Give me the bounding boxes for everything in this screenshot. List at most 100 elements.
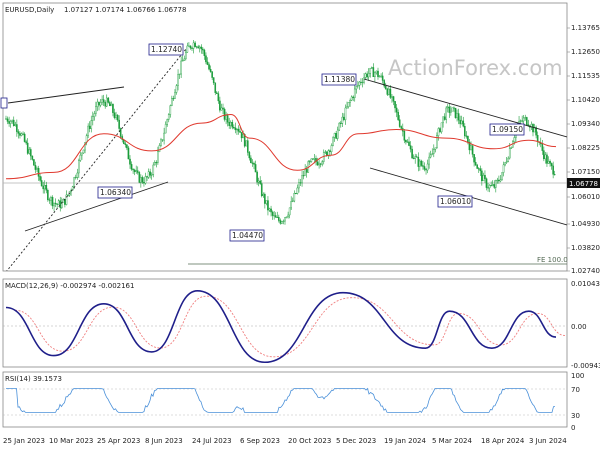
date-tick: 25 Apr 2023 — [97, 437, 140, 445]
candle-body — [448, 106, 451, 113]
candle-body — [541, 143, 544, 151]
candle-body — [107, 97, 110, 103]
candle-body — [282, 220, 285, 222]
label-peak-may-2024: 1.09150 — [492, 125, 523, 134]
candle-body — [420, 160, 423, 166]
candle-body — [350, 96, 353, 101]
price-tick: 1.03820 — [571, 244, 600, 252]
candle-body — [40, 180, 43, 187]
candle-body — [259, 180, 262, 184]
candle-body — [398, 119, 401, 127]
candle-body — [146, 176, 148, 178]
date-tick: 3 Jun 2024 — [529, 437, 567, 445]
candle-body — [462, 120, 465, 127]
candle-body — [490, 185, 492, 187]
candle-body — [124, 143, 127, 145]
candle-body — [547, 161, 550, 164]
candle-body — [188, 45, 190, 47]
candle-body — [388, 88, 390, 95]
macd-label: MACD(12,26,9) -0.002974 -0.002161 — [5, 282, 134, 290]
candle-body — [364, 73, 367, 78]
candle-body — [505, 161, 508, 163]
candle-body — [96, 101, 99, 107]
candle-body — [78, 160, 80, 174]
candle-body — [471, 145, 474, 155]
rsi-tick-100: 100 — [571, 372, 584, 380]
candle-body — [367, 72, 370, 78]
candle-body — [425, 169, 427, 171]
candle-body — [167, 114, 170, 120]
candle-body — [237, 128, 240, 132]
candle-body — [288, 207, 291, 216]
candle-body — [353, 88, 356, 98]
price-tick: 1.08225 — [571, 144, 600, 152]
candle-body — [126, 144, 128, 149]
candle-body — [433, 149, 435, 154]
candle-body — [470, 145, 472, 151]
candle-body — [491, 184, 494, 186]
date-tick: 8 Jun 2023 — [145, 437, 183, 445]
candle-body — [299, 182, 302, 184]
candle-body — [273, 215, 275, 217]
candle-body — [228, 121, 231, 126]
candle-body — [284, 217, 286, 222]
candle-body — [265, 200, 268, 204]
candle-body — [39, 176, 41, 181]
candle-body — [319, 163, 322, 165]
ohlc-readout: 1.07127 1.07174 1.06766 1.06778 — [64, 6, 186, 14]
candle-body — [59, 200, 62, 208]
candle-body — [549, 161, 551, 164]
candle-body — [129, 158, 131, 165]
candle-body — [409, 145, 412, 150]
candle-body — [23, 133, 26, 142]
candle-body — [215, 92, 218, 94]
candle-body — [54, 202, 57, 205]
candle-body — [158, 145, 161, 152]
candle-body — [48, 199, 51, 201]
candle-body — [336, 129, 339, 139]
candle-body — [186, 45, 189, 53]
date-tick: 24 Jul 2023 — [192, 437, 232, 445]
candle-body — [459, 119, 461, 125]
candle-body — [56, 203, 58, 205]
candle-body — [507, 157, 510, 162]
label-low-apr-2024: 1.06010 — [440, 197, 471, 206]
candle-body — [386, 88, 389, 95]
candle-body — [498, 179, 500, 182]
candle-body — [81, 152, 83, 156]
label-low-apr-2023: 1.06340 — [100, 188, 131, 197]
candle-body — [268, 208, 271, 211]
candle-body — [104, 101, 106, 107]
macd-tick-bottom: -0.009436 — [571, 362, 600, 370]
candle-body — [453, 107, 455, 109]
candle-body — [195, 46, 198, 48]
candle-body — [343, 116, 345, 120]
candle-body — [223, 108, 226, 120]
candle-body — [446, 106, 449, 109]
candle-body — [99, 102, 102, 106]
candle-body — [451, 107, 454, 112]
rsi-tick-0: 0 — [571, 424, 575, 432]
candle-body — [132, 169, 134, 171]
candle-body — [271, 211, 274, 216]
candle-body — [254, 164, 257, 173]
candle-body — [74, 177, 77, 179]
candle-body — [118, 119, 120, 129]
candle-body — [164, 124, 167, 134]
candle-body — [233, 126, 235, 129]
label-peak-dec-2023: 1.11380 — [324, 75, 355, 84]
candle-body — [290, 201, 293, 209]
candle-body — [88, 125, 91, 129]
candle-body — [20, 133, 23, 136]
candle-body — [191, 47, 193, 49]
date-tick: 25 Jan 2023 — [3, 437, 45, 445]
candle-body — [291, 200, 294, 202]
candle-body — [109, 102, 111, 107]
candle-body — [405, 140, 407, 143]
candle-body — [536, 135, 539, 142]
candle-body — [383, 80, 386, 87]
candle-body — [301, 175, 303, 184]
candle-body — [153, 162, 156, 166]
candle-body — [477, 168, 480, 170]
candle-body — [406, 141, 409, 143]
